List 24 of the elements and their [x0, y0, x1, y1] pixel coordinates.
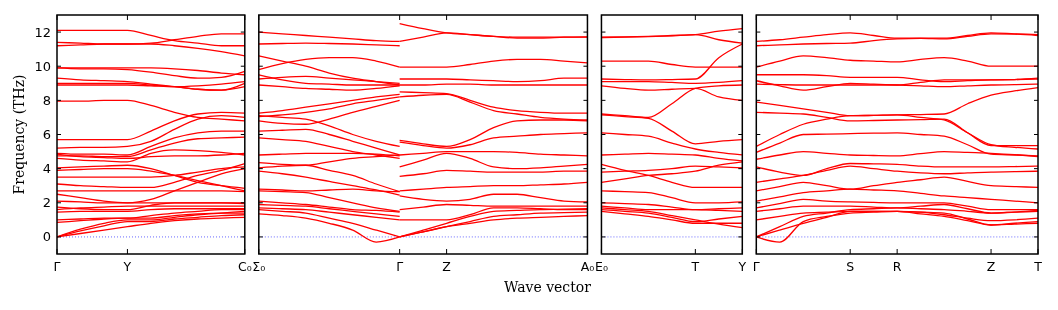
x-tick-label: Γ: [396, 259, 404, 274]
x-tick-label: R: [892, 259, 902, 274]
y-tick-label: 2: [42, 195, 51, 211]
x-tick-label: Z: [986, 259, 996, 274]
x-axis-title: Wave vector: [504, 279, 592, 295]
x-tick-label: S: [846, 259, 855, 274]
y-axis-title: Frequency (THz): [11, 74, 27, 195]
x-tick-label: A₀: [580, 259, 595, 274]
y-tick-label: 10: [34, 58, 51, 74]
x-tick-label: Γ: [752, 259, 760, 274]
x-tick-label: T: [690, 259, 700, 274]
x-tick-label: Z: [442, 259, 451, 274]
x-tick-label: Y: [737, 259, 747, 274]
x-tick-label: Σ₀: [252, 259, 266, 274]
y-tick-label: 8: [42, 92, 51, 108]
y-tick-label: 12: [34, 24, 51, 40]
x-tick-label: Y: [122, 259, 132, 274]
y-tick-label: 6: [42, 127, 51, 143]
x-tick-label: Γ: [53, 259, 61, 274]
x-tick-label: E₀: [594, 259, 608, 274]
y-tick-label: 4: [42, 161, 51, 177]
x-tick-label: C₀: [237, 259, 252, 274]
y-tick-label: 0: [42, 229, 51, 245]
x-tick-label: T: [1033, 259, 1043, 274]
